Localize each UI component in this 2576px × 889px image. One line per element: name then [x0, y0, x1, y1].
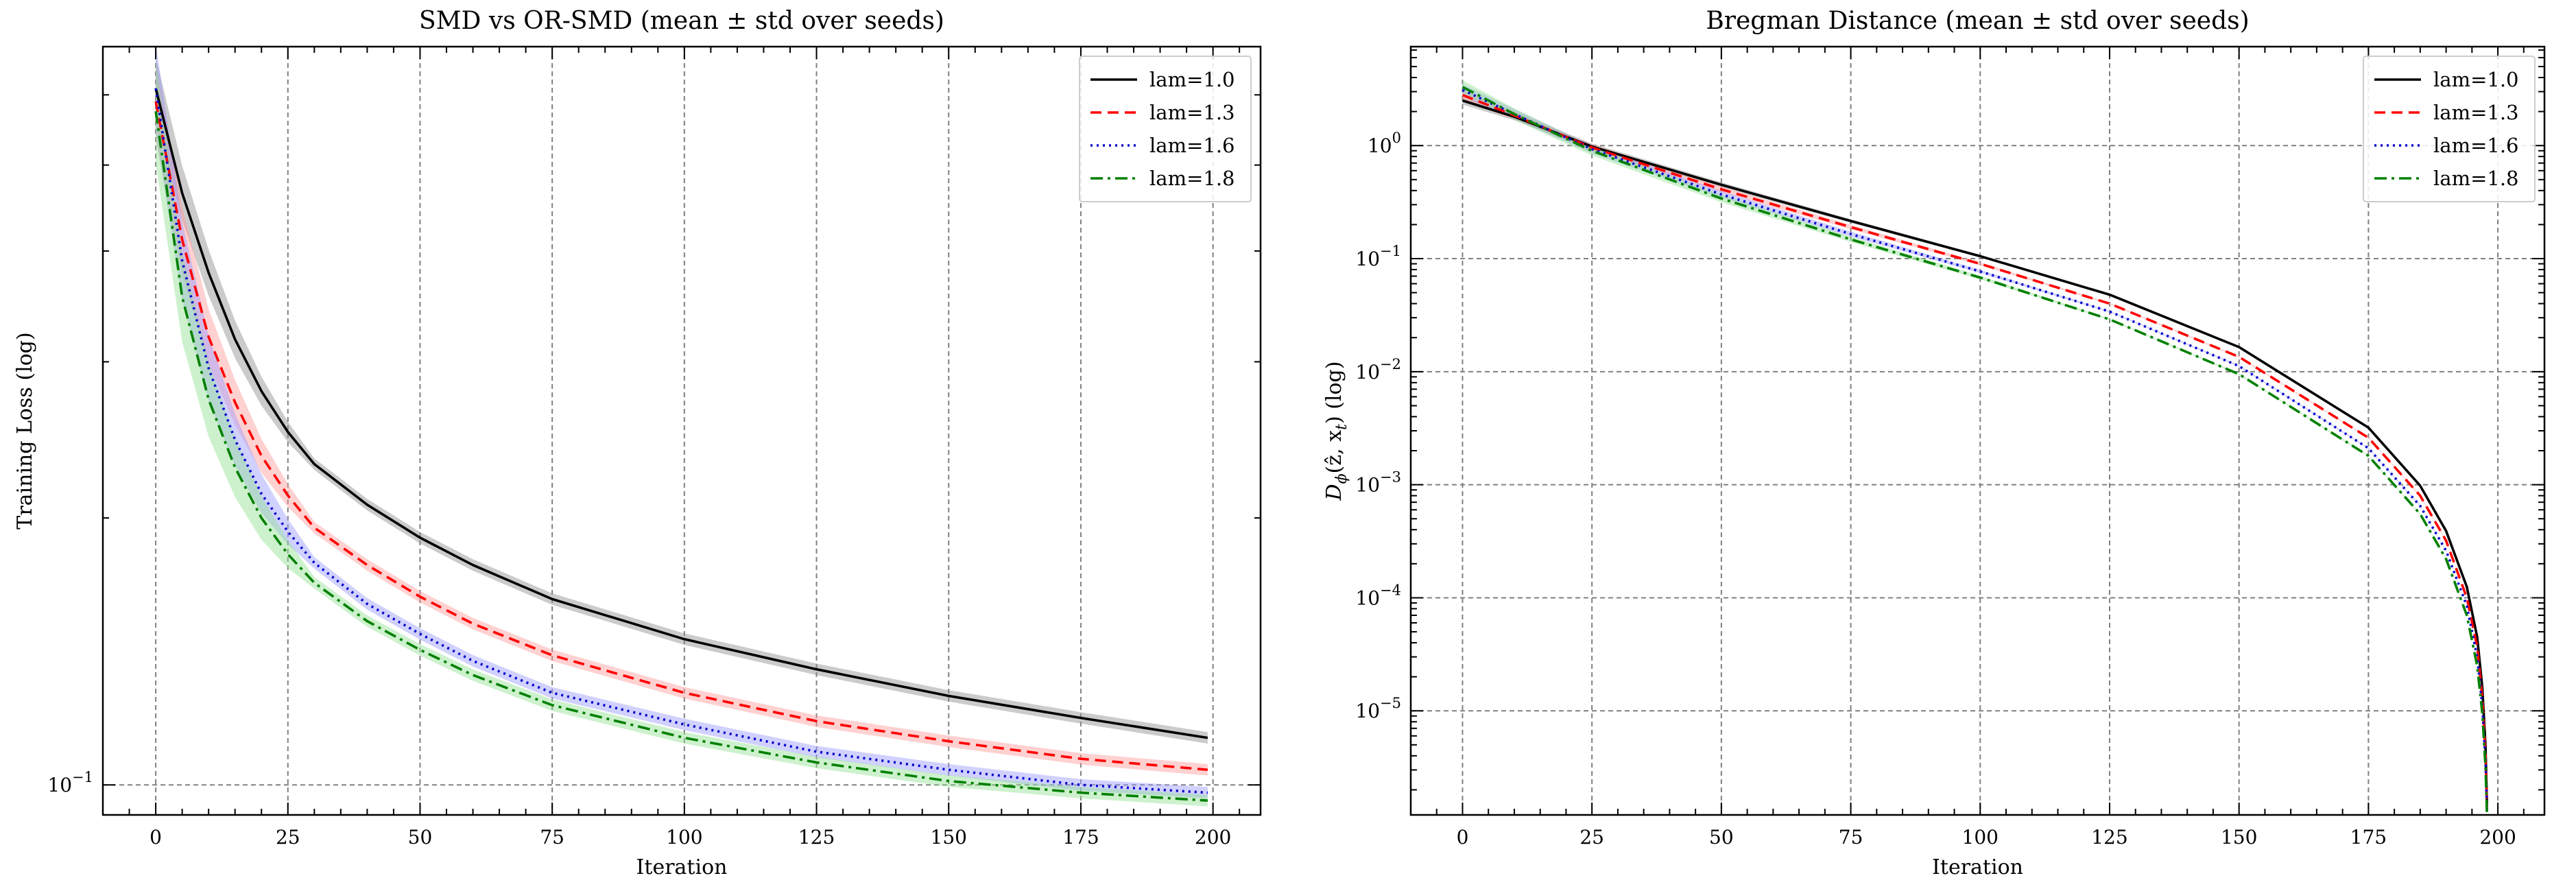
x-tick-label: 0 [150, 826, 162, 849]
plot-frame [102, 45, 1262, 816]
panel-training-loss: 0 25 50 75 100 125 150 175 200 10−1 SMD vs OR-SMD … [13, 7, 1262, 879]
chart-title: Bregman Distance (mean ± std over seeds) [1706, 7, 2249, 35]
x-tick-label: 125 [798, 826, 835, 849]
y-tick-exponent: −1 [1380, 243, 1401, 259]
y-label-sub: ϕ [1333, 473, 1350, 484]
y-tick-base: 10 [1355, 586, 1380, 609]
legend-frame [2363, 56, 2536, 202]
x-tick-label: 50 [408, 826, 433, 849]
series-band [1462, 90, 2488, 808]
x-tick-label: 75 [540, 826, 564, 849]
x-tick-label: 75 [1839, 826, 1863, 849]
y-tick-base: 10 [47, 774, 72, 796]
legend-entry: lam=1.6 [1149, 134, 1235, 157]
x-tick-label: 125 [2091, 826, 2127, 849]
y-tick-label: 10−3 [1355, 469, 1401, 497]
y-tick-exponent: −3 [1380, 469, 1401, 486]
series-band [1462, 96, 2488, 805]
x-tick-label: 25 [1579, 826, 1604, 849]
y-tick-exponent: −5 [1380, 695, 1401, 711]
series-line [154, 88, 1208, 739]
legend-entry: lam=1.6 [2433, 134, 2518, 157]
series-band [156, 57, 1208, 744]
series-band [1462, 84, 2488, 812]
legend-entry: lam=1.3 [1149, 101, 1235, 124]
legend-entry: lam=1.3 [2433, 101, 2518, 124]
legend-entry: lam=1.8 [2433, 167, 2518, 190]
tick-marks [1411, 47, 2544, 815]
x-tick-label: 0 [1457, 826, 1469, 849]
legend: lam=1.0 lam=1.3 lam=1.6 lam=1.8 [2363, 56, 2536, 202]
x-tick-label: 100 [1962, 826, 1999, 849]
x-tick-label: 25 [276, 826, 300, 849]
series-band [156, 62, 1208, 776]
x-tick-label: 150 [931, 826, 967, 849]
panel-bregman-distance: 0 25 50 75 100 125 150 175 20010010−110−210−310−… [1322, 7, 2546, 879]
y-tick-base: 10 [1368, 134, 1392, 157]
y-tick-exponent: −4 [1380, 582, 1401, 598]
x-tick-label: 175 [1062, 826, 1099, 849]
y-tick-base: 10 [1355, 474, 1380, 497]
y-tick-label: 100 [1368, 130, 1401, 157]
y-tick-base: 10 [1355, 361, 1380, 383]
series-band [1462, 80, 2488, 815]
series-line [1462, 99, 2488, 805]
y-tick-exponent: −1 [72, 769, 93, 785]
legend-entry: lam=1.0 [2433, 68, 2518, 91]
y-tick-label: 10−5 [1355, 695, 1401, 722]
y-label-sub: t [1333, 424, 1350, 430]
y-tick-label: 10−1 [1355, 243, 1401, 270]
y-tick-base: 10 [1355, 248, 1380, 270]
tick-marks [103, 47, 1261, 815]
legend: lam=1.0 lam=1.3 lam=1.6 lam=1.8 [1079, 56, 1252, 202]
x-axis-label: Iteration [1932, 855, 2023, 879]
series-line [154, 110, 1208, 802]
x-axis-label: Iteration [636, 855, 728, 879]
y-tick-exponent: −2 [1380, 356, 1401, 372]
series-line [1462, 93, 2488, 808]
x-tick-label: 200 [2479, 826, 2516, 849]
legend-entry: lam=1.8 [1149, 167, 1235, 190]
series-line [1462, 88, 2488, 811]
chart-title: SMD vs OR-SMD (mean ± std over seeds) [419, 7, 944, 35]
x-tick-label: 150 [2221, 826, 2257, 849]
series-line [1462, 86, 2488, 815]
x-tick-label: 200 [1195, 826, 1231, 849]
legend-entry: lam=1.0 [1149, 68, 1235, 91]
series-group [154, 47, 1208, 807]
y-label-main: D [1322, 484, 1346, 501]
y-axis-label: Training Loss (log) [13, 332, 37, 529]
x-tick-label: 175 [2350, 826, 2387, 849]
y-label-mid: (ẑ, x [1322, 430, 1346, 474]
y-tick-label: 10−1 [47, 769, 93, 796]
legend-frame [1079, 56, 1252, 202]
series-band [156, 47, 1208, 798]
y-axis-label: Dϕ(ẑ, xt) (log) [1322, 361, 1350, 501]
y-label-end: ) (log) [1322, 361, 1346, 425]
y-tick-label: 10−2 [1355, 356, 1401, 383]
y-tick-exponent: 0 [1392, 130, 1401, 146]
x-tick-label: 100 [666, 826, 702, 849]
series-line [154, 88, 1208, 794]
series-group [1462, 80, 2488, 815]
y-tick-base: 10 [1355, 700, 1380, 722]
series-line [154, 101, 1208, 771]
x-tick-label: 50 [1709, 826, 1734, 849]
y-tick-label: 10−4 [1355, 582, 1401, 609]
